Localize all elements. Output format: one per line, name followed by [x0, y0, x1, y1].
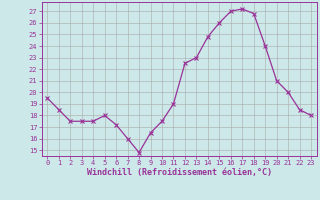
X-axis label: Windchill (Refroidissement éolien,°C): Windchill (Refroidissement éolien,°C) [87, 168, 272, 177]
